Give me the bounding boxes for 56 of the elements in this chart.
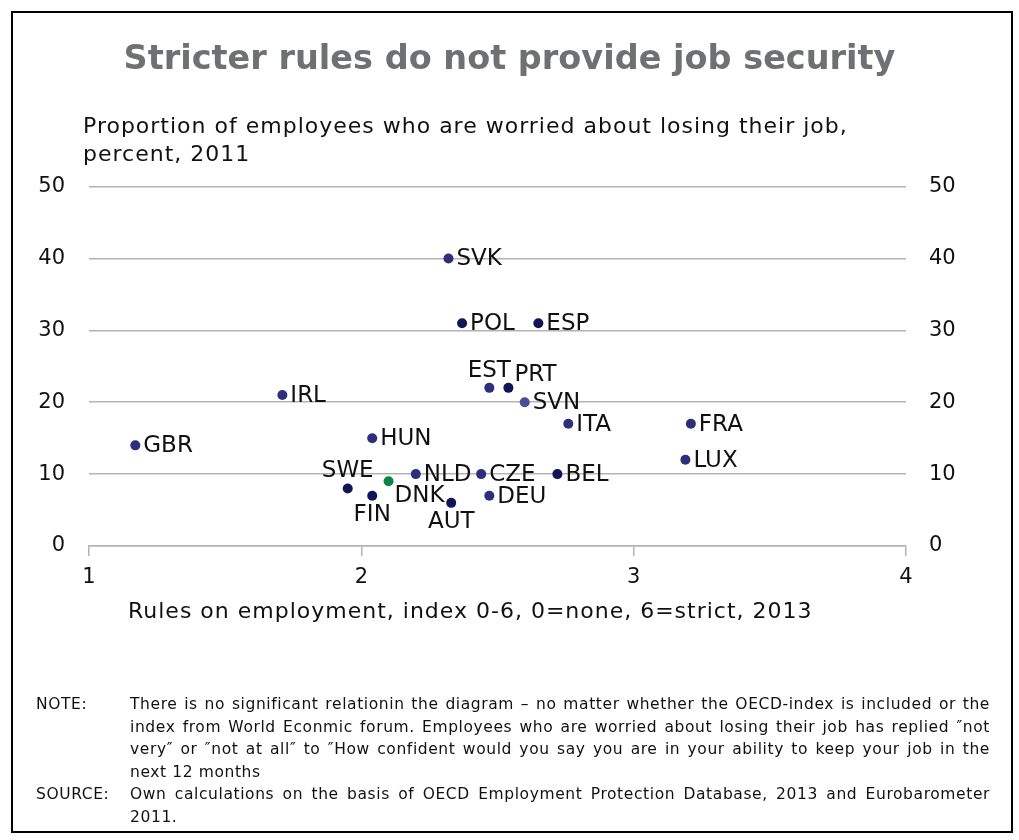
point	[367, 490, 378, 501]
point	[685, 418, 696, 429]
series-label: IRL	[290, 381, 327, 408]
y-tick-label: 40	[38, 244, 65, 269]
x-axis-title: Rules on employment, index 0-6, 0=none, 6=strict, 2013	[128, 597, 813, 625]
series-label: AUT	[427, 506, 476, 533]
y2-tick-label: 30	[929, 316, 956, 341]
x-tick-label: 3	[626, 564, 641, 589]
point	[503, 382, 514, 393]
point	[277, 390, 288, 401]
x-tick-label: 1	[82, 564, 96, 589]
point	[484, 382, 495, 393]
series-label: HUN	[380, 424, 432, 451]
point	[533, 318, 544, 329]
series-label: FRA	[698, 409, 744, 436]
x-tick-label: 2	[354, 564, 369, 589]
y-tick-label: 30	[38, 316, 65, 341]
point	[130, 440, 141, 451]
point	[484, 490, 495, 501]
series-label: DNK	[394, 481, 446, 508]
series-label: BEL	[565, 460, 609, 487]
series-label: SVK	[456, 244, 503, 271]
text: NOTE: There is no significant relationin the diagram – no matter whether the OECD-index is included or the index from World Econmic forum. Employees who are worried about losing their job has replied ″not very″ or ″not at all″ to ″How confident would you say you are in your ability to keep your job in the next 12 months	[36, 695, 990, 781]
series-label: FIN	[353, 499, 391, 526]
y2-tick-label: 10	[929, 460, 956, 485]
point	[476, 469, 487, 480]
text: SOURCE: Own calculations on the basis of OECD Employment Protection Database, 2013 and Eurobarometer 2011.	[36, 785, 990, 826]
series-label: ESP	[546, 309, 590, 336]
series-label: LUX	[693, 445, 738, 472]
y2-tick-label: 20	[929, 388, 956, 413]
point	[383, 476, 394, 487]
y-axis-title: Proportion of employees who are worried about losing their job, percent, 2011	[83, 112, 849, 168]
series-label: GBR	[143, 431, 193, 458]
y2-tick-label: 40	[929, 244, 956, 269]
y2-tick-label: 0	[929, 532, 943, 557]
point	[519, 397, 530, 408]
series-label: POL	[470, 309, 516, 336]
y2-tick-label: 50	[929, 173, 956, 198]
point	[457, 318, 468, 329]
point	[446, 497, 457, 508]
chart-title: Stricter rules do not provide job security	[122, 37, 897, 79]
y-tick-label: 50	[38, 173, 65, 198]
point	[443, 253, 454, 264]
series-label: PRT	[514, 359, 558, 386]
point	[410, 469, 421, 480]
point	[342, 483, 353, 494]
y-tick-label: 10	[38, 460, 65, 485]
point	[552, 469, 563, 480]
series-label: SWE	[321, 456, 374, 483]
y-tick-label: 20	[38, 388, 65, 413]
point	[367, 433, 378, 444]
x-tick-label: 4	[899, 564, 913, 589]
series-label: EST	[467, 355, 512, 382]
y-tick-label: 0	[51, 532, 65, 557]
point	[680, 454, 691, 465]
point	[563, 418, 574, 429]
